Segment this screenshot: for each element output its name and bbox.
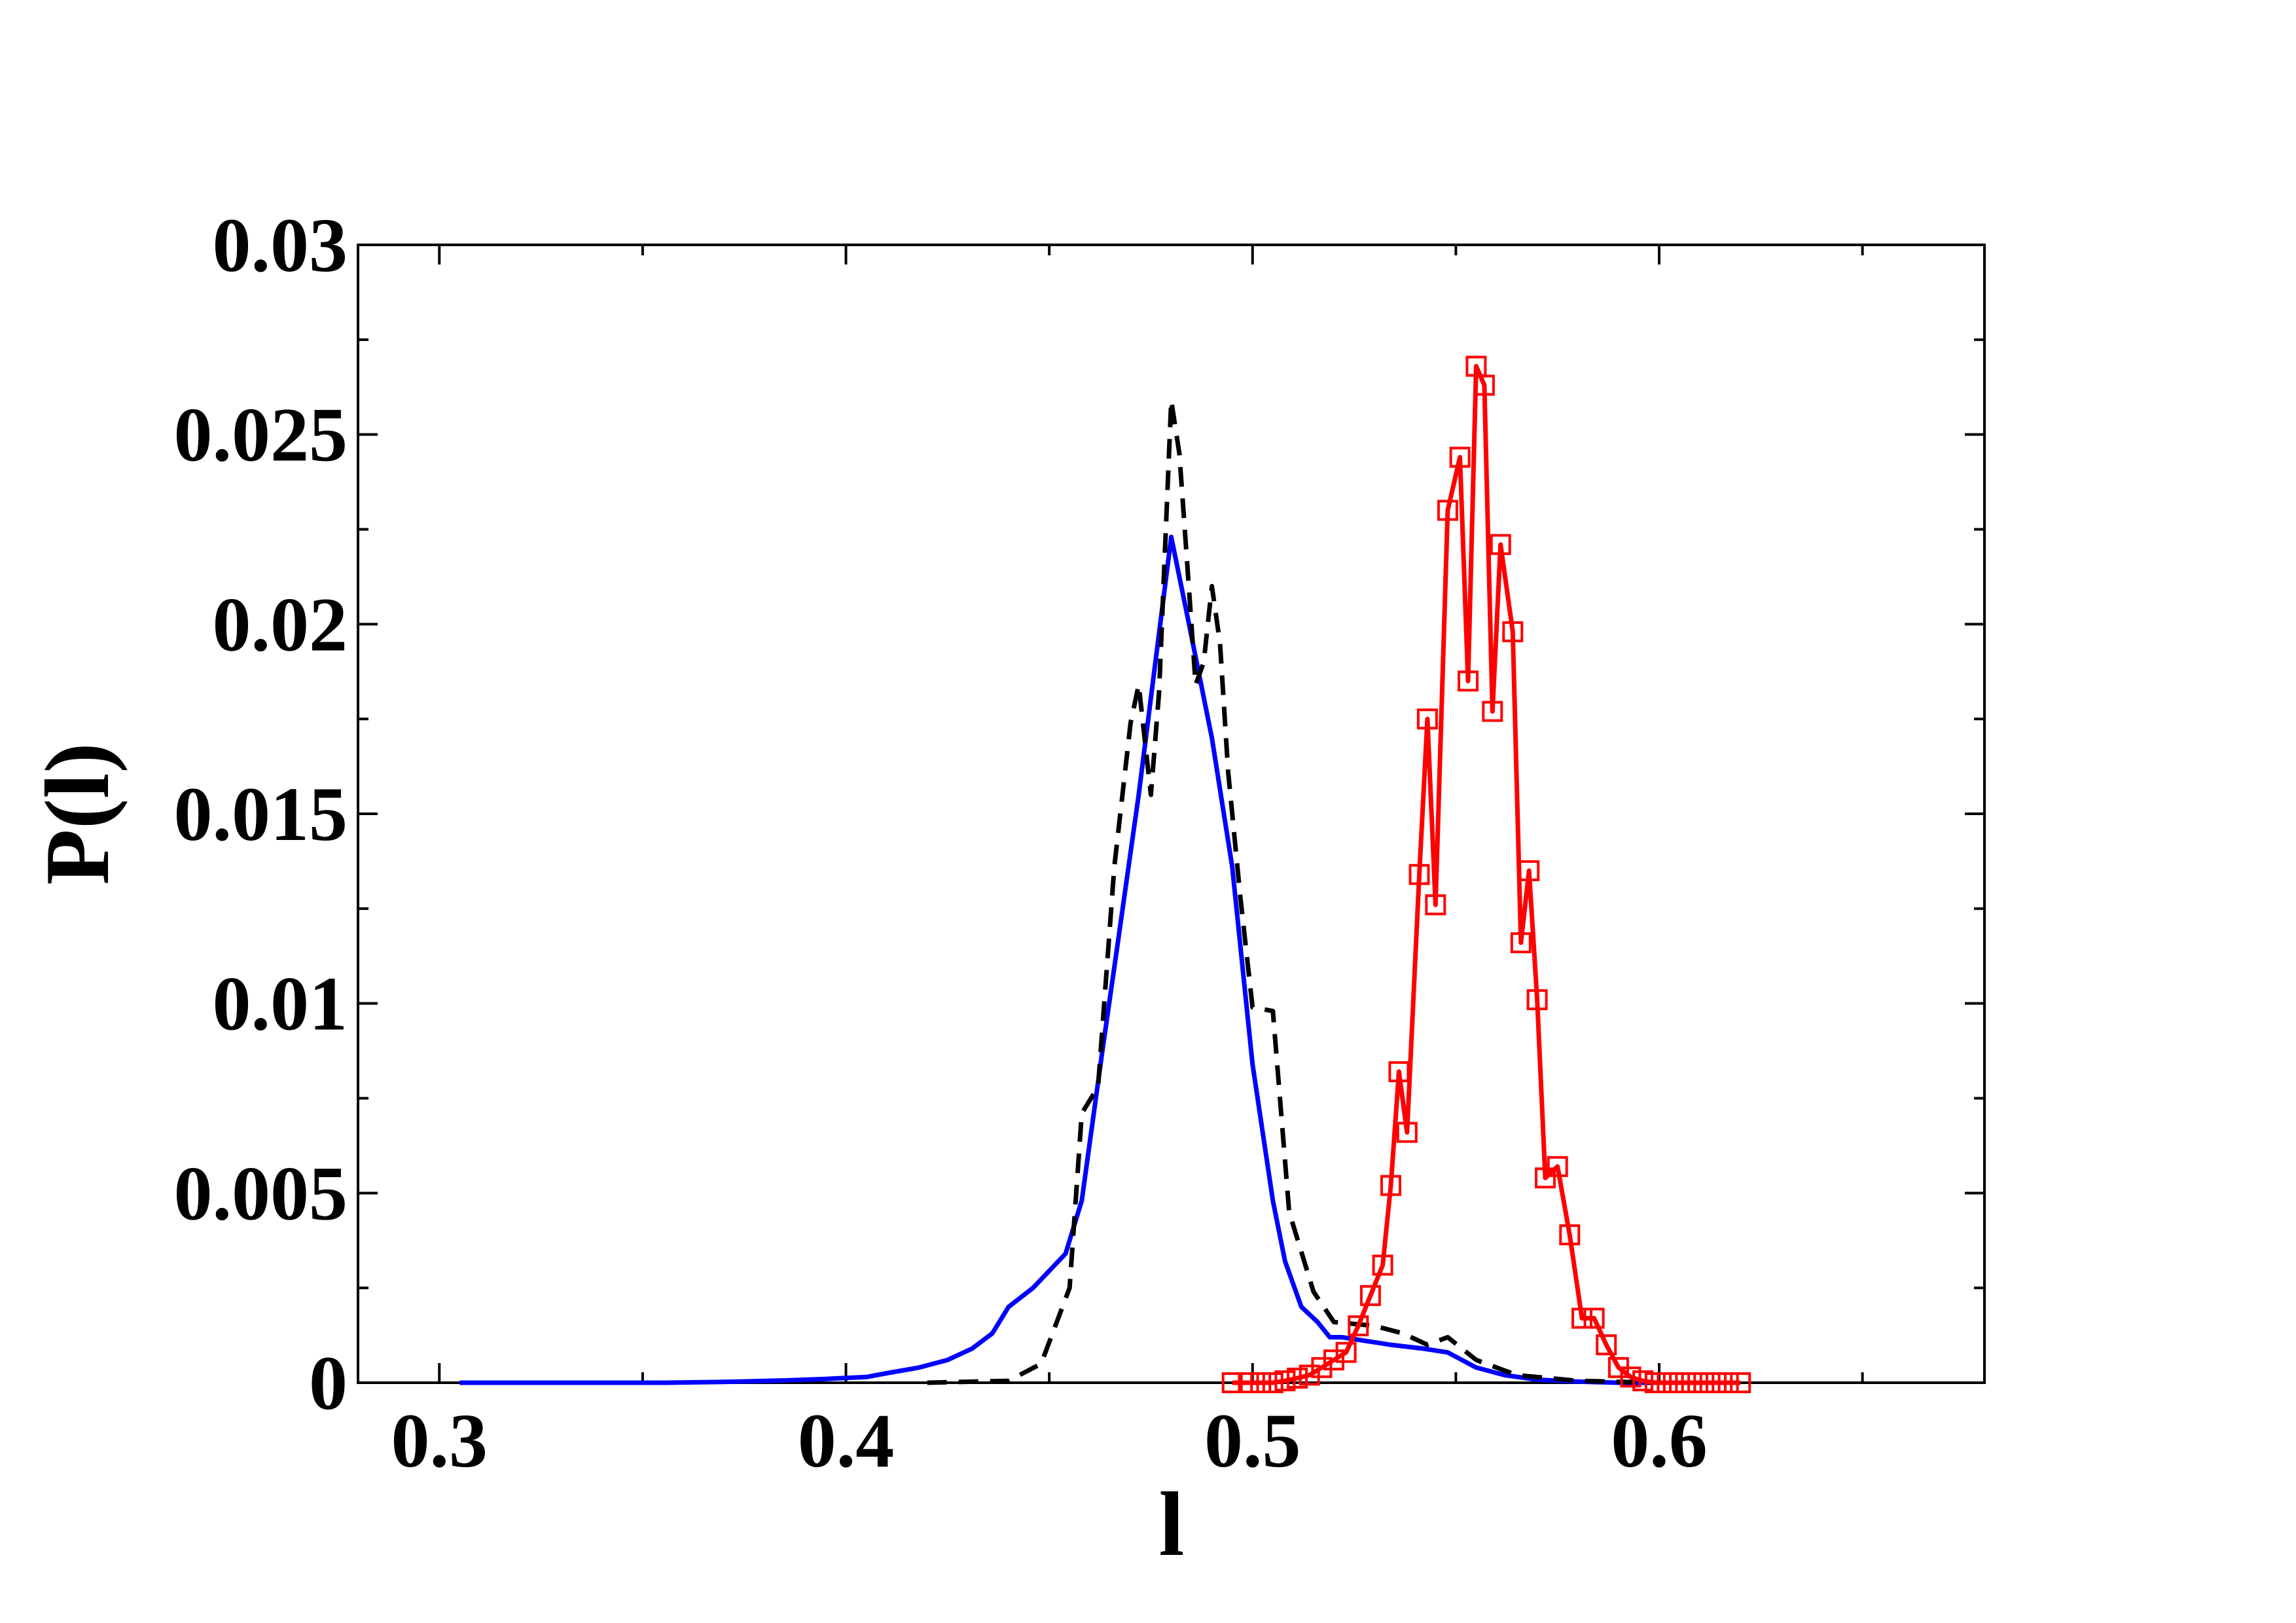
series-line-1	[459, 534, 1700, 1385]
y-tick-label: 0.025	[174, 392, 348, 478]
series-3-marker	[1730, 1372, 1751, 1393]
series-3-marker	[1669, 1372, 1691, 1393]
x-axis-label: l	[1159, 1474, 1185, 1575]
y-ticks: 0 0.005 0.01 0.015 0.02 0.025 0.03	[174, 202, 1984, 1426]
series-3-marker	[1693, 1372, 1715, 1393]
series-3-marker	[1408, 864, 1430, 885]
series-3-marker	[1416, 708, 1438, 730]
series-line-3	[1232, 363, 1741, 1385]
series-3-marker	[1644, 1372, 1666, 1393]
series-3-marker	[1221, 1372, 1243, 1393]
series-3-marker	[1287, 1368, 1308, 1389]
series-3-marker	[1380, 1175, 1401, 1196]
y-tick-label: 0.03	[213, 202, 348, 288]
series-3-marker	[1571, 1307, 1592, 1329]
series-3-marker	[1473, 374, 1495, 396]
series-3-marker	[1372, 1254, 1393, 1276]
series-3-marker	[1681, 1372, 1702, 1393]
x-tick-label: 0.6	[1611, 1398, 1708, 1484]
series-3-marker	[1262, 1372, 1283, 1393]
series-3-marker	[1717, 1372, 1739, 1393]
series-3-marker	[1596, 1334, 1617, 1356]
series-3-marker	[1502, 621, 1524, 642]
series-3-marker	[1526, 989, 1548, 1010]
series-3-marker	[1547, 1156, 1568, 1177]
x-tick-label: 0.3	[391, 1398, 488, 1484]
series-3-marker	[1632, 1370, 1654, 1392]
y-tick-label: 0.005	[174, 1150, 348, 1236]
series-3-marker	[1396, 1122, 1418, 1143]
series-3-marker	[1657, 1372, 1678, 1393]
series-line-2	[927, 398, 1660, 1385]
series-3-marker	[1425, 894, 1446, 915]
series-3-marker	[1299, 1364, 1320, 1386]
y-tick-label: 0.015	[174, 771, 348, 857]
x-tick-label: 0.4	[798, 1398, 895, 1484]
series-3-marker	[1559, 1224, 1581, 1246]
series-3-marker	[1335, 1341, 1357, 1363]
series-3-marker	[1583, 1307, 1605, 1329]
series-3-marker	[1250, 1372, 1272, 1393]
y-tick-label: 0.01	[213, 961, 348, 1047]
series-3-marker	[1388, 1061, 1410, 1082]
series-3-marker	[1706, 1372, 1727, 1393]
series-3-marker	[1535, 1167, 1556, 1189]
series-3-marker	[1482, 701, 1503, 722]
series-3-marker	[1510, 932, 1532, 953]
series-layer	[459, 356, 1751, 1393]
series-3-marker	[1437, 500, 1458, 521]
y-axis-label: P(l)	[27, 742, 128, 885]
series-3-marker	[1274, 1370, 1296, 1392]
x-ticks: 0.3 0.4 0.5 0.6	[391, 245, 1864, 1484]
x-tick-label: 0.5	[1204, 1398, 1301, 1484]
series-3-marker	[1311, 1357, 1333, 1378]
series-3-marker	[1449, 447, 1471, 468]
series-3-marker	[1518, 860, 1540, 881]
y-tick-label: 0.02	[213, 581, 348, 667]
y-tick-label: 0	[309, 1340, 348, 1426]
series-3-marker	[1458, 670, 1479, 692]
series-3-marker	[1490, 534, 1511, 555]
series-3-marker	[1323, 1349, 1344, 1371]
series-3-marker	[1348, 1315, 1369, 1337]
series-3-marker	[1359, 1285, 1381, 1306]
series-3-marker	[1620, 1366, 1641, 1388]
series-3-marker	[1238, 1372, 1259, 1393]
